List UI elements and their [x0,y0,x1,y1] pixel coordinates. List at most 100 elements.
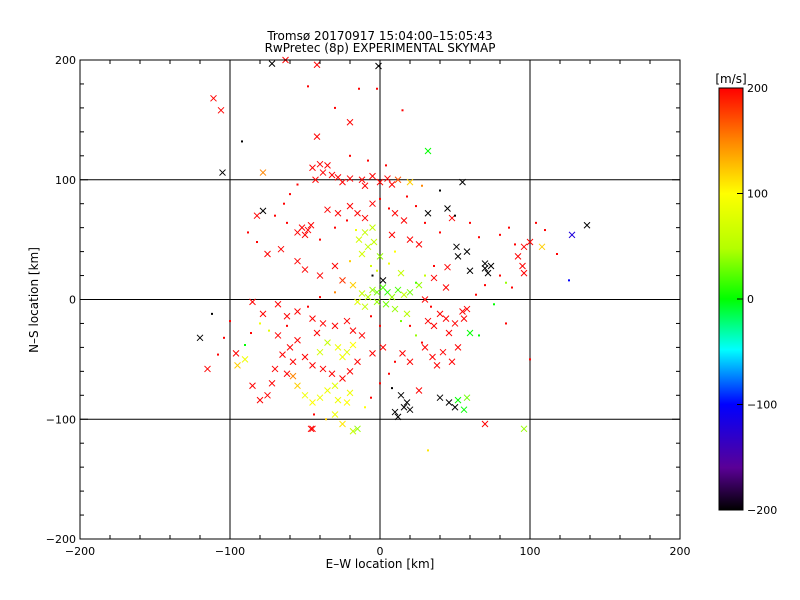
data-point-x [309,164,316,172]
data-point-x [481,265,489,272]
data-point-dot [250,332,252,335]
data-point-x [463,305,471,313]
data-points [196,56,591,452]
data-point-x [358,290,366,297]
data-point-x [451,403,459,411]
data-point-dot [379,197,381,200]
data-point-x [388,231,396,239]
data-point-x [391,209,399,217]
data-point-x [328,370,336,378]
data-point-dot [409,324,411,327]
data-point-x [346,367,354,375]
data-point-x [445,399,453,406]
data-point-x [346,175,354,182]
data-point-x [241,356,249,363]
data-point-x [391,305,399,313]
data-point-x [319,169,327,176]
data-point-x [316,272,324,279]
y-axis-label: N–S location [km] [27,247,41,353]
data-point-x [379,344,387,351]
axes: −200 −100 0 100 200 −200 −100 0 100 200 [46,54,691,558]
data-point-dot [370,264,372,267]
data-point-dot [424,274,426,277]
data-point-x [274,332,282,339]
data-point-dot [505,322,507,325]
data-point-dot [379,324,381,327]
data-point-x [264,391,271,399]
data-point-x [274,300,282,308]
data-point-x [369,224,376,232]
data-point-dot [334,106,336,109]
data-point-dot [334,226,336,229]
data-point-x [364,243,372,251]
data-point-dot [469,221,471,224]
data-point-x [421,296,429,303]
data-point-x [433,362,441,369]
data-point-dot [433,264,435,267]
data-point-x [436,310,444,318]
data-point-x [294,382,301,390]
data-point-x [210,94,217,102]
data-point-x [301,266,309,273]
data-point-x [339,276,346,284]
data-point-x [324,339,331,346]
data-point-x [349,281,357,289]
data-point-x [294,336,301,344]
data-point-x [309,399,316,406]
data-point-dot [355,229,357,232]
chart-subtitle: RwPretec (8p) EXPERIMENTAL SKYMAP [265,41,496,55]
data-point-dot [283,202,285,205]
data-point-x [249,298,256,306]
data-point-x [487,262,495,270]
data-point-dot [388,372,390,375]
data-point-x [394,286,402,294]
colorbar-tick-label: 100 [747,188,768,201]
data-point-dot [544,229,546,232]
data-point-x [459,178,466,186]
data-point-x [415,387,423,394]
data-point-dot [493,303,495,306]
data-point-dot [394,360,396,363]
y-tick-label: −100 [46,413,76,426]
data-point-x [249,382,256,390]
data-point-dot [508,226,510,229]
data-point-x [361,182,369,190]
data-point-x [316,394,324,402]
data-point-dot [319,296,321,299]
data-point-x [400,403,408,411]
data-point-x [289,372,297,380]
data-point-x [526,238,534,246]
data-point-x [520,425,528,433]
data-point-x [406,236,414,243]
data-point-x [454,396,462,404]
data-point-x [358,250,366,258]
data-point-dot [511,286,513,289]
data-point-x [538,243,546,251]
data-point-x [253,212,261,220]
y-tick-label: 200 [55,54,76,67]
data-point-x [301,353,309,361]
data-point-x [568,231,576,239]
data-point-dot [388,207,390,210]
data-point-x [481,420,489,428]
data-point-dot [478,334,480,337]
data-point-x [319,365,327,373]
data-point-x [460,315,468,323]
data-point-dot [367,159,369,162]
data-point-dot [556,252,558,255]
data-point-x [415,241,423,248]
data-point-x [277,245,285,253]
data-point-x [400,291,408,299]
y-tick-label: 0 [69,294,76,307]
data-point-x [429,353,436,361]
data-point-dot [439,189,441,192]
data-point-x [514,253,522,260]
data-point-x [358,332,366,339]
data-point-x [384,175,391,182]
data-point-x [334,209,342,217]
data-point-x [370,238,378,246]
data-point-x [373,298,381,306]
colorbar-tick-label: 0 [747,293,754,306]
data-point-x [424,209,432,217]
x-tick-label: −200 [65,545,95,558]
